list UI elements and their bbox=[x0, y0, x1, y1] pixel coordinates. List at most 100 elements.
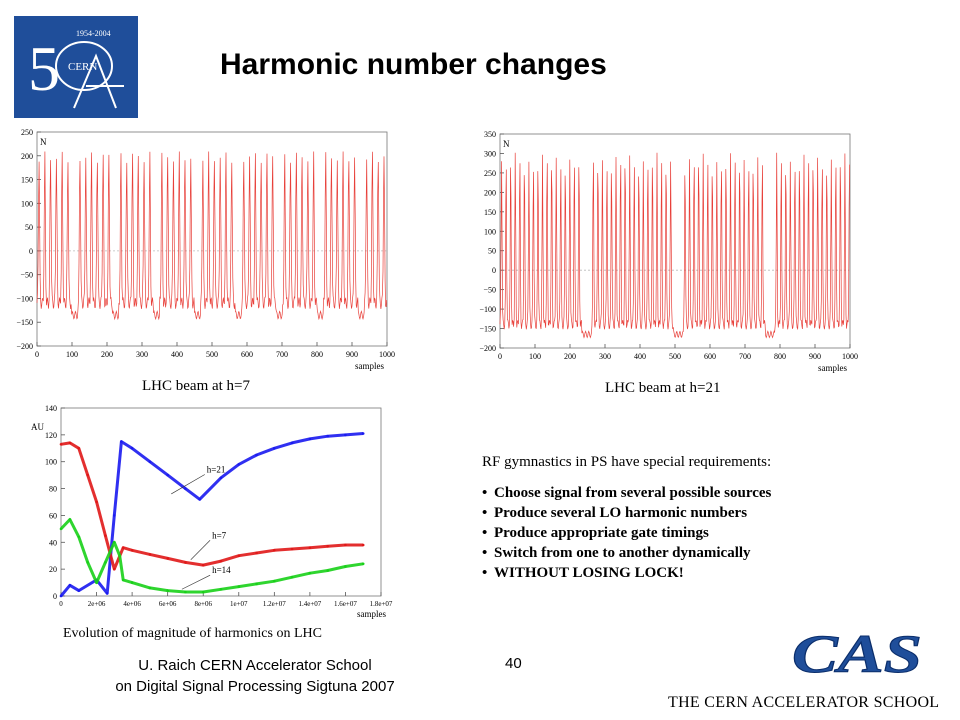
chart-h7: −200 −150 −100 −50 0 50 100 150 200 250 0 100 200 300… bbox=[16, 128, 395, 394]
data-point-h7 bbox=[219, 559, 223, 563]
data-point-h14 bbox=[361, 562, 365, 566]
data-point-h14 bbox=[118, 554, 121, 557]
x-tick-label: 1.6e+07 bbox=[334, 600, 357, 608]
data-point-h7 bbox=[344, 543, 347, 547]
data-point-h14 bbox=[130, 581, 134, 584]
x-tick-label: 200 bbox=[564, 352, 576, 361]
cern-logo-graphic: 5 CERN 1954-2004 bbox=[14, 16, 138, 118]
data-point-h21 bbox=[184, 487, 187, 490]
y-tick-label: −150 bbox=[16, 318, 33, 327]
x-tick-label: 1e+07 bbox=[230, 600, 248, 608]
data-point-h7 bbox=[77, 447, 81, 450]
y-tick-label: −200 bbox=[479, 344, 496, 353]
y-tick-label: 40 bbox=[49, 538, 57, 547]
cas-logo: CAS bbox=[792, 626, 923, 678]
data-point-h7 bbox=[121, 546, 125, 549]
requirement-item: Choose signal from several possible sour… bbox=[482, 483, 922, 503]
requirements-list: Choose signal from several possible sour… bbox=[482, 483, 922, 583]
x-tick-label: 500 bbox=[669, 352, 681, 361]
y-tick-label: 60 bbox=[49, 511, 57, 520]
x-tick-label: 1.2e+07 bbox=[263, 600, 286, 608]
data-point-h14 bbox=[237, 585, 241, 588]
data-point-h7 bbox=[237, 554, 241, 557]
x-tick-label: 400 bbox=[634, 352, 646, 361]
data-point-h7 bbox=[130, 549, 134, 552]
y-tick-label: 0 bbox=[53, 592, 57, 601]
y-tick-label: 150 bbox=[484, 208, 496, 217]
y-tick-label: 250 bbox=[21, 128, 33, 137]
data-point-h14 bbox=[104, 561, 107, 564]
requirement-item: Produce several LO harmonic numbers bbox=[482, 503, 922, 523]
y-tick-label: 100 bbox=[45, 458, 57, 467]
beam-signal-trace bbox=[499, 152, 850, 339]
data-point-h7 bbox=[86, 473, 89, 477]
data-point-h7 bbox=[255, 551, 258, 555]
data-point-h7 bbox=[308, 546, 312, 549]
data-point-h14 bbox=[308, 571, 312, 575]
slide-number: 40 bbox=[505, 655, 522, 672]
y-tick-label: −100 bbox=[479, 305, 496, 314]
x-tick-label: 600 bbox=[241, 350, 253, 359]
data-point-h7 bbox=[184, 561, 187, 564]
y-tick-label: 100 bbox=[21, 199, 33, 208]
x-tick-label: 300 bbox=[599, 352, 611, 361]
x-tick-label: 1.8e+07 bbox=[370, 600, 393, 608]
slide-title: Harmonic number changes bbox=[220, 48, 607, 81]
x-tick-label: 500 bbox=[206, 350, 218, 359]
x-tick-label: 200 bbox=[101, 350, 113, 359]
x-tick-label: 300 bbox=[136, 350, 148, 359]
x-tick-label: 400 bbox=[171, 350, 183, 359]
data-point-h21 bbox=[290, 441, 294, 445]
requirement-item: Produce appropriate gate timings bbox=[482, 523, 922, 543]
cern-50-logo: 5 CERN 1954-2004 bbox=[14, 16, 138, 118]
data-point-h21 bbox=[344, 433, 347, 437]
x-tick-label: 600 bbox=[704, 352, 716, 361]
chart-h21: −200 −150 −100 −50 0 50 100 150 200 250 300 350 0 100… bbox=[479, 130, 858, 396]
data-point-h14 bbox=[255, 582, 258, 586]
data-point-h7 bbox=[290, 547, 294, 551]
data-point-h14 bbox=[273, 579, 276, 583]
y-tick-label: 150 bbox=[21, 176, 33, 185]
data-point-h14 bbox=[290, 575, 294, 579]
data-point-h14 bbox=[344, 565, 347, 568]
data-point-h14 bbox=[148, 586, 152, 590]
data-point-h7 bbox=[59, 443, 63, 446]
x-tick-label: 0 bbox=[498, 352, 502, 361]
x-axis-label: samples bbox=[355, 361, 384, 371]
x-tick-label: 1000 bbox=[842, 352, 858, 361]
data-point-h21 bbox=[59, 594, 63, 598]
cas-logo-text: CAS bbox=[792, 626, 922, 678]
series-line-h7 bbox=[60, 441, 364, 571]
data-point-h14 bbox=[95, 581, 98, 584]
x-tick-label: 8e+06 bbox=[194, 600, 212, 608]
x-axis-label: samples bbox=[818, 363, 847, 373]
x-tick-label: 0 bbox=[35, 350, 39, 359]
data-point-h21 bbox=[361, 432, 365, 435]
x-axis-label: samples bbox=[357, 609, 386, 619]
y-tick-label: 80 bbox=[49, 485, 57, 494]
y-tick-label: −100 bbox=[16, 294, 33, 303]
y-tick-label: −50 bbox=[20, 271, 33, 280]
data-point-h7 bbox=[273, 549, 276, 552]
footer-line-1: U. Raich CERN Accelerator School bbox=[138, 657, 372, 674]
data-point-h7 bbox=[326, 545, 330, 548]
data-point-h7 bbox=[201, 563, 205, 567]
footer-line-2: on Digital Signal Processing Sigtuna 200… bbox=[115, 678, 395, 695]
data-point-h7 bbox=[104, 534, 107, 537]
series-label-h14: h=14 bbox=[212, 565, 231, 575]
data-point-h21 bbox=[273, 447, 276, 450]
requirements-block: RF gymnastics in PS have special require… bbox=[482, 454, 922, 583]
data-point-h21 bbox=[198, 498, 201, 501]
x-tick-label: 800 bbox=[774, 352, 786, 361]
data-point-h21 bbox=[68, 584, 72, 587]
data-point-h21 bbox=[237, 463, 241, 466]
series-label-pointer bbox=[171, 474, 205, 495]
chart-caption: LHC beam at h=21 bbox=[605, 380, 721, 396]
data-point-h21 bbox=[166, 473, 169, 477]
plot-frame bbox=[36, 131, 388, 347]
series-label-pointer bbox=[181, 574, 211, 590]
beam-signal-trace bbox=[36, 151, 387, 321]
data-point-h14 bbox=[184, 590, 187, 594]
y-tick-label: 250 bbox=[484, 169, 496, 178]
logo-cern-text: CERN bbox=[68, 61, 97, 73]
